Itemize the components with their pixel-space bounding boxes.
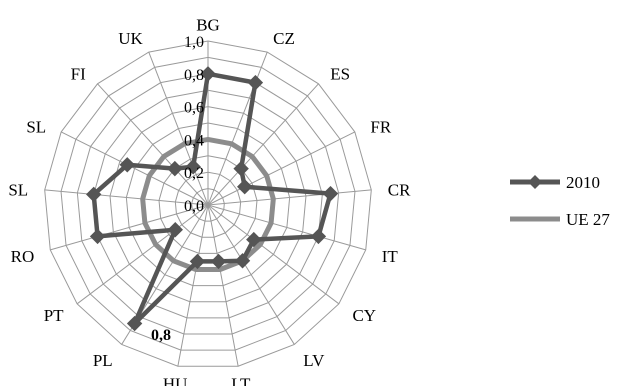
legend: 2010 UE 27 <box>510 173 610 229</box>
grid-ring <box>44 40 372 367</box>
data-point <box>185 159 201 175</box>
data-point <box>234 253 251 269</box>
data-point <box>189 253 206 270</box>
grid-spoke <box>207 204 340 305</box>
radar-category-labels: BG CZ ES FR CR IT CY LV LT HU PL PT RO SL SL FI UK <box>8 16 411 386</box>
radar-series <box>85 66 339 332</box>
tick-label: 0,0 <box>184 198 204 215</box>
legend-marker-diamond <box>528 175 542 189</box>
category-label: HU <box>163 375 188 386</box>
category-label: CZ <box>273 29 295 48</box>
grid-spoke <box>60 131 209 206</box>
category-label: BG <box>196 16 220 35</box>
grid-spoke <box>76 204 209 305</box>
legend-entry-ue27: UE 27 <box>510 210 610 229</box>
category-label: CR <box>388 181 411 200</box>
grid-spoke <box>44 189 209 206</box>
data-point <box>126 315 143 332</box>
grid-spoke <box>148 51 209 206</box>
grid-ring <box>76 73 340 335</box>
category-label: LT <box>231 375 251 386</box>
category-label: CY <box>352 306 376 325</box>
data-point <box>233 160 249 177</box>
grid-spoke <box>207 204 366 251</box>
category-label: LV <box>303 351 325 370</box>
tick-label: 0,8 <box>184 67 204 84</box>
category-label: FR <box>370 118 391 137</box>
data-point <box>89 228 106 245</box>
category-label: SL <box>8 181 28 200</box>
data-point <box>322 185 339 202</box>
annotation-label: 0,8 <box>151 327 171 344</box>
category-label: PL <box>93 351 113 370</box>
data-point <box>167 222 183 238</box>
category-label: ES <box>330 65 350 84</box>
grid-spoke <box>207 131 356 206</box>
grid-spoke <box>97 83 209 206</box>
data-point <box>85 186 102 203</box>
radar-grid <box>44 40 372 367</box>
data-point <box>119 157 135 173</box>
data-point <box>310 228 327 245</box>
grid-ring <box>158 155 258 254</box>
grid-spoke <box>50 204 209 251</box>
category-label: SL <box>26 118 46 137</box>
data-point <box>247 74 264 91</box>
grid-spoke <box>207 83 319 206</box>
tick-label: 0,2 <box>184 165 204 182</box>
data-point <box>200 66 216 82</box>
category-label: PT <box>44 306 64 325</box>
data-point <box>167 160 183 177</box>
grid-ring <box>174 171 242 238</box>
category-label: IT <box>382 247 399 266</box>
grid-ring <box>93 89 323 319</box>
data-point <box>210 253 227 270</box>
category-label: FI <box>71 65 86 84</box>
legend-label-2010: 2010 <box>566 173 600 192</box>
radar-tick-labels: 0,0 0,2 0,4 0,6 0,8 1,0 <box>184 34 204 215</box>
data-point <box>246 231 262 248</box>
grid-ring <box>60 56 356 351</box>
series-line-ue27 <box>140 136 276 272</box>
grid-spoke <box>207 204 239 367</box>
tick-label: 1,0 <box>184 34 204 51</box>
grid-spoke <box>207 189 372 206</box>
grid-spoke <box>177 204 209 367</box>
tick-label: 0,6 <box>184 100 204 117</box>
tick-label: 0,4 <box>184 132 204 149</box>
legend-label-ue27: UE 27 <box>566 210 610 229</box>
data-point <box>236 179 253 195</box>
grid-ring <box>191 188 225 222</box>
grid-spoke <box>207 204 295 345</box>
grid-ring <box>109 106 307 303</box>
legend-entry-2010: 2010 <box>510 173 600 192</box>
category-label: RO <box>11 247 35 266</box>
category-label: UK <box>118 29 143 48</box>
